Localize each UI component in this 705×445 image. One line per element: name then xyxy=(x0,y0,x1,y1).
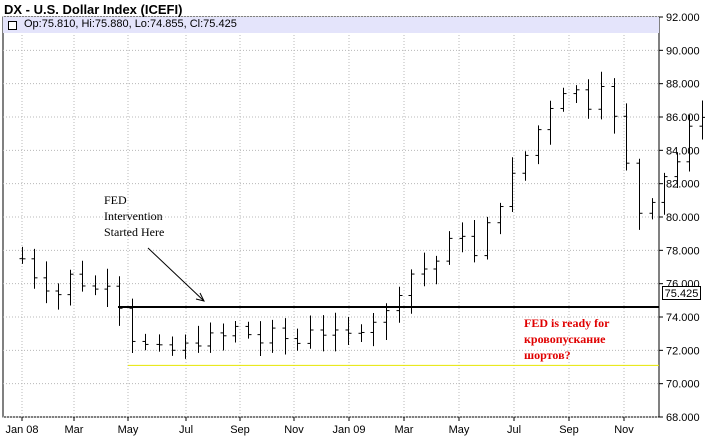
y-tick-label: 72.000 xyxy=(666,345,700,357)
x-tick-label: May xyxy=(449,424,470,436)
y-tick-label: 80.000 xyxy=(666,212,700,224)
x-tick-label: Sep xyxy=(559,424,579,436)
y-axis-labels: 68.00070.00072.00074.00076.00078.00080.0… xyxy=(659,12,700,424)
y-tick-label: 78.000 xyxy=(666,245,700,257)
fed-arrow-head xyxy=(195,292,205,302)
y-tick-label: 86.000 xyxy=(666,112,700,124)
ohlc-bars xyxy=(19,71,705,359)
x-tick-label: Nov xyxy=(284,424,304,436)
x-tick-label: Mar xyxy=(65,424,84,436)
ohlc-values: Op:75.810, Hi:75.880, Lo:74.855, Cl:75.4… xyxy=(24,18,237,30)
x-axis-labels: Jan 08 Mar May Jul Sep Nov Jan 09 Mar May Jul Sep N… xyxy=(5,417,634,436)
ohlc-toggle[interactable] xyxy=(8,21,17,30)
y-tick-label: 90.000 xyxy=(666,45,700,57)
y-tick-label: 70.000 xyxy=(666,379,700,391)
chart-title: DX - U.S. Dollar Index (ICEFI) xyxy=(4,2,183,17)
ohlc-header xyxy=(3,17,659,33)
last-price-label: 75.425 xyxy=(662,286,701,300)
fed-annotation-line: FED xyxy=(104,193,127,207)
x-tick-label: Jan 09 xyxy=(332,424,365,436)
red-annotation-line: шортов? xyxy=(524,348,571,362)
x-tick-label: Mar xyxy=(395,424,414,436)
x-tick-label: Jul xyxy=(507,424,521,436)
x-tick-label: May xyxy=(118,424,139,436)
x-tick-label: Sep xyxy=(230,424,250,436)
fed-annotation-line: Started Here xyxy=(104,225,165,239)
red-annotation-line: FED is ready for xyxy=(524,316,610,330)
horizontal-lines xyxy=(118,306,659,366)
x-tick-label: Jan 08 xyxy=(5,424,38,436)
y-tick-label: 84.000 xyxy=(666,145,700,157)
fed-annotation-line: Intervention xyxy=(104,209,163,223)
red-annotation: FED is ready for кровопускание шортов? xyxy=(524,315,609,363)
fed-arrow xyxy=(147,247,205,302)
y-tick-label: 92.000 xyxy=(666,12,700,24)
y-tick-label: 88.000 xyxy=(666,79,700,91)
y-tick-label: 82.000 xyxy=(666,179,700,191)
x-tick-label: Nov xyxy=(614,424,634,436)
y-tick-label: 68.000 xyxy=(666,412,700,424)
x-tick-label: Jul xyxy=(179,424,193,436)
fed-annotation: FED Intervention Started Here xyxy=(104,192,164,240)
y-tick-label: 74.000 xyxy=(666,312,700,324)
red-annotation-line: кровопускание xyxy=(524,332,606,346)
